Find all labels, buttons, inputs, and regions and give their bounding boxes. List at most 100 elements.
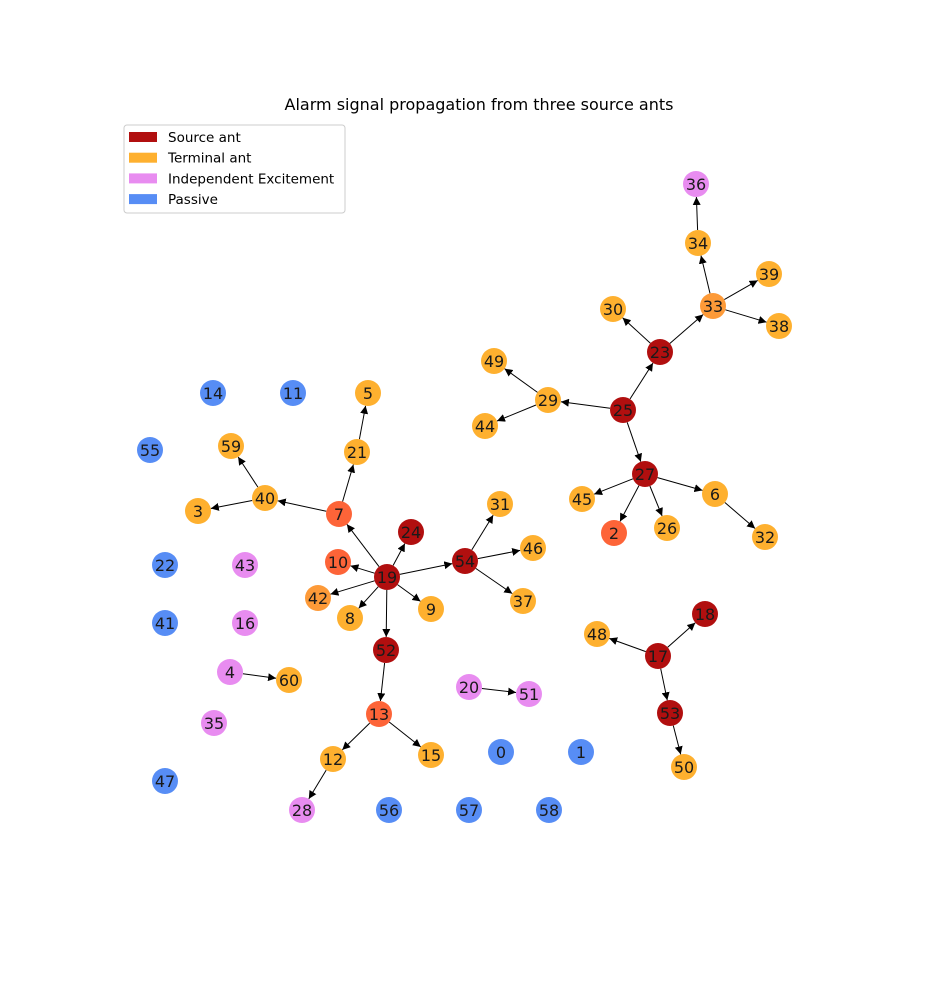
node-label-2: 2: [609, 524, 619, 543]
node-27: 27: [632, 461, 658, 487]
legend: Source ant Terminal ant Independent Excite…: [123, 124, 346, 214]
node-42: 42: [305, 585, 331, 611]
node-circle-41: [152, 610, 178, 636]
node-label-18: 18: [695, 605, 715, 624]
edge-33-to-34: [698, 255, 711, 294]
edge-19-to-24: [392, 543, 406, 566]
legend-item-terminal: Terminal ant: [129, 151, 251, 167]
node-circle-25: [610, 397, 636, 423]
edge-29-to-44: [496, 404, 537, 422]
node-circle-1: [568, 739, 594, 765]
node-29: 29: [535, 387, 561, 413]
node-label-40: 40: [255, 489, 275, 508]
node-label-43: 43: [235, 556, 255, 575]
edge-54-to-46: [477, 547, 521, 560]
node-circle-10: [325, 549, 351, 575]
node-37: 37: [510, 588, 536, 614]
node-11: 11: [280, 380, 306, 406]
node-59: 59: [218, 433, 244, 459]
node-circle-16: [232, 610, 258, 636]
node-15: 15: [418, 742, 444, 768]
edge-19-to-10: [350, 564, 375, 574]
node-16: 16: [232, 610, 258, 636]
node-6: 6: [702, 481, 728, 507]
edge-40-to-59: [237, 456, 259, 488]
node-label-27: 27: [635, 465, 655, 484]
node-circle-4: [217, 659, 243, 685]
node-circle-8: [337, 605, 363, 631]
node-50: 50: [671, 754, 697, 780]
node-48: 48: [584, 621, 610, 647]
node-circle-24: [398, 519, 424, 545]
node-label-39: 39: [759, 265, 779, 284]
node-56: 56: [376, 797, 402, 823]
node-label-11: 11: [283, 384, 303, 403]
node-label-17: 17: [648, 647, 668, 666]
node-0: 0: [488, 739, 514, 765]
node-label-5: 5: [363, 384, 373, 403]
node-8: 8: [337, 605, 363, 631]
node-2: 2: [601, 520, 627, 546]
node-13: 13: [366, 701, 392, 727]
edge-25-to-23: [629, 362, 654, 400]
node-label-21: 21: [347, 443, 367, 462]
edge-6-to-32: [724, 502, 756, 529]
edge-19-to-52: [382, 589, 391, 638]
node-47: 47: [152, 768, 178, 794]
node-5: 5: [355, 380, 381, 406]
node-label-52: 52: [376, 641, 396, 660]
node-label-14: 14: [203, 384, 223, 403]
node-circle-57: [456, 797, 482, 823]
node-label-26: 26: [657, 519, 677, 538]
node-label-25: 25: [613, 401, 633, 420]
node-label-56: 56: [379, 801, 399, 820]
node-17: 17: [645, 643, 671, 669]
node-52: 52: [373, 637, 399, 663]
node-circle-31: [487, 491, 513, 517]
node-circle-60: [276, 667, 302, 693]
edge-52-to-13: [377, 662, 386, 702]
node-circle-54: [452, 548, 478, 574]
node-label-6: 6: [710, 485, 720, 504]
node-label-53: 53: [660, 704, 680, 723]
edge-27-to-45: [593, 478, 634, 495]
node-circle-28: [289, 797, 315, 823]
node-circle-53: [657, 700, 683, 726]
node-label-49: 49: [484, 352, 504, 371]
node-label-20: 20: [459, 678, 479, 697]
node-circle-9: [418, 596, 444, 622]
node-circle-56: [376, 797, 402, 823]
edge-25-to-27: [626, 422, 642, 462]
node-circle-30: [600, 296, 626, 322]
node-circle-14: [200, 380, 226, 406]
node-28: 28: [289, 797, 315, 823]
node-35: 35: [201, 710, 227, 736]
edge-27-to-26: [649, 485, 663, 517]
node-31: 31: [487, 491, 513, 517]
edge-19-to-7: [346, 523, 380, 568]
node-21: 21: [344, 439, 370, 465]
node-circle-49: [481, 348, 507, 374]
node-label-22: 22: [155, 556, 175, 575]
edge-13-to-15: [388, 721, 422, 748]
edge-33-to-39: [724, 279, 758, 301]
legend-item-independent: Independent Excitement: [129, 171, 334, 187]
node-circle-39: [756, 261, 782, 287]
node-30: 30: [600, 296, 626, 322]
node-circle-48: [584, 621, 610, 647]
node-19: 19: [374, 564, 400, 590]
node-circle-37: [510, 588, 536, 614]
node-circle-2: [601, 520, 627, 546]
edge-34-to-36: [692, 196, 701, 231]
node-label-38: 38: [769, 317, 789, 336]
node-3: 3: [185, 498, 211, 524]
legend-item-source: Source ant: [129, 130, 241, 146]
node-label-36: 36: [686, 175, 706, 194]
node-4: 4: [217, 659, 243, 685]
node-24: 24: [398, 519, 424, 545]
edge-12-to-28: [308, 769, 327, 800]
node-12: 12: [320, 746, 346, 772]
node-circle-6: [702, 481, 728, 507]
